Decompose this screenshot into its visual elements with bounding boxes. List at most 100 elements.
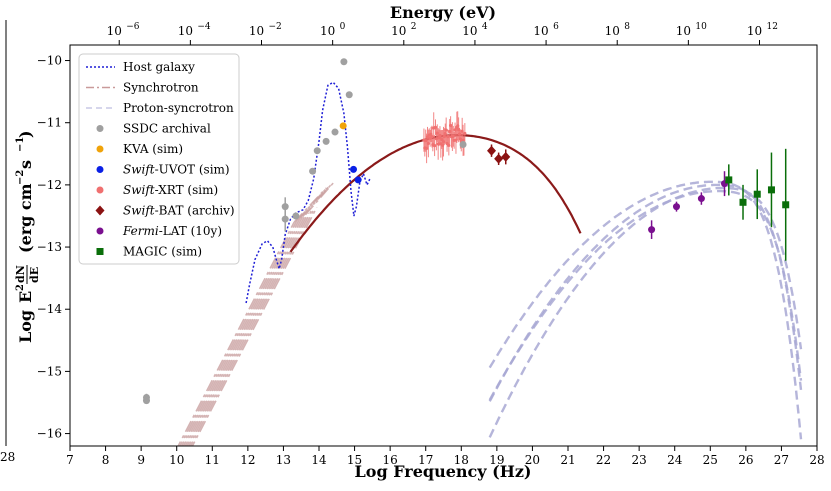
data-point bbox=[339, 122, 347, 130]
data-point bbox=[313, 147, 321, 155]
legend-label: KVA (sim) bbox=[123, 142, 183, 156]
data-point bbox=[292, 212, 300, 220]
data-point bbox=[142, 397, 150, 405]
legend-marker-swatch bbox=[96, 145, 104, 153]
data-point bbox=[782, 201, 790, 209]
synchrotron-curve bbox=[304, 182, 334, 216]
legend-label: Host galaxy bbox=[123, 60, 195, 74]
legend-label: Swift-BAT (archiv) bbox=[123, 204, 235, 218]
legend-label: Swift-UVOT (sim) bbox=[123, 163, 230, 177]
x-tick-label: 26 bbox=[738, 453, 753, 467]
top-tick-label: 10 bbox=[462, 24, 477, 38]
synchrotron-main-curve bbox=[289, 133, 582, 253]
x-tick-label: 15 bbox=[347, 453, 362, 467]
top-tick-exponent: 12 bbox=[767, 22, 778, 32]
data-point bbox=[340, 58, 348, 66]
synchrotron-curve bbox=[186, 212, 310, 446]
y-axis-ticks: −16 −15 −14 −13 −12 −11 −10 bbox=[37, 54, 70, 441]
y-tick-label: −12 bbox=[37, 178, 62, 192]
legend-label: Synchrotron bbox=[123, 81, 199, 95]
xrt-point bbox=[425, 146, 429, 150]
data-point bbox=[753, 190, 761, 198]
synchrotron-curve bbox=[177, 221, 295, 446]
data-point bbox=[350, 165, 358, 173]
x-tick-label: 28 bbox=[809, 453, 824, 467]
top-tick-label: 10 bbox=[676, 24, 691, 38]
svg-text:): ) bbox=[16, 130, 35, 138]
legend-marker-swatch bbox=[96, 125, 104, 132]
synchrotron-curve bbox=[180, 218, 301, 446]
y-tick-label: −11 bbox=[37, 116, 62, 130]
y-tick-label: −13 bbox=[37, 240, 62, 254]
legend: Host galaxy Synchrotron Proton-syncrotron S… bbox=[78, 53, 240, 265]
y-axis-title: Log E 2 dN dE (erg cm −2 s −1 ) bbox=[14, 130, 41, 343]
data-point bbox=[331, 128, 339, 136]
top-tick-exponent: 0 bbox=[340, 22, 346, 32]
top-tick-label: 10 bbox=[320, 24, 335, 38]
y-tick-label: −14 bbox=[37, 302, 63, 316]
svg-text:E: E bbox=[16, 291, 35, 303]
data-point bbox=[459, 140, 467, 148]
xrt-point bbox=[433, 144, 437, 148]
x-tick-label: 17 bbox=[418, 453, 433, 467]
x-tick-label: 20 bbox=[525, 453, 540, 467]
legend-marker-swatch bbox=[96, 248, 104, 255]
top-tick-exponent: 6 bbox=[553, 22, 559, 32]
top-tick-label: 10 bbox=[249, 24, 264, 38]
x-tick-label: 19 bbox=[489, 453, 504, 467]
legend-marker-swatch bbox=[96, 166, 104, 173]
adjacent-panel-tick: 28 bbox=[0, 450, 15, 464]
model-curves bbox=[177, 81, 803, 446]
x-tick-label: 16 bbox=[383, 453, 398, 467]
data-points bbox=[142, 58, 790, 405]
xrt-point bbox=[447, 143, 451, 147]
x-tick-label: 9 bbox=[137, 453, 145, 467]
top-tick-exponent: 4 bbox=[482, 22, 488, 32]
top-tick-label: 10 bbox=[533, 24, 548, 38]
x-tick-label: 25 bbox=[703, 453, 718, 467]
data-point bbox=[697, 195, 705, 203]
y-tick-label: −10 bbox=[37, 54, 62, 68]
x-tick-label: 13 bbox=[276, 453, 291, 467]
legend-label: Swift-XRT (sim) bbox=[123, 183, 218, 197]
legend-label: Fermi-LAT (10y) bbox=[122, 224, 222, 238]
top-tick-label: 10 bbox=[107, 24, 122, 38]
top-tick-exponent: −6 bbox=[126, 22, 140, 32]
legend-label: Proton-syncrotron bbox=[123, 101, 234, 115]
legend-label: MAGIC (sim) bbox=[123, 245, 202, 259]
legend-marker-swatch bbox=[96, 227, 104, 235]
top-tick-exponent: 10 bbox=[695, 22, 707, 32]
data-point bbox=[725, 176, 733, 184]
proton-synchrotron-curve bbox=[488, 180, 803, 440]
proton-synchrotron-curve bbox=[488, 183, 803, 402]
x-tick-label: 18 bbox=[454, 453, 469, 467]
x-tick-label: 8 bbox=[102, 453, 110, 467]
x-tick-label: 23 bbox=[632, 453, 647, 467]
data-point bbox=[487, 145, 497, 156]
y-tick-label: −15 bbox=[37, 364, 62, 378]
top-tick-label: 10 bbox=[605, 24, 620, 38]
legend-marker-swatch bbox=[95, 205, 105, 216]
svg-text:Log: Log bbox=[16, 310, 35, 343]
x-axis-ticks: 7 8 9 10 11 12 13 14 15 16 17 18 19 20 21 22 23 24 25 26 27 2… bbox=[66, 446, 825, 467]
x-tick-label: 24 bbox=[667, 453, 683, 467]
top-tick-exponent: −4 bbox=[197, 22, 211, 32]
x-tick-label: 22 bbox=[596, 453, 611, 467]
x-tick-label: 27 bbox=[774, 453, 789, 467]
svg-text:dE: dE bbox=[28, 267, 41, 283]
x-tick-label: 11 bbox=[205, 453, 220, 467]
legend-label: SSDC archival bbox=[123, 122, 211, 136]
data-point bbox=[648, 226, 656, 234]
svg-text:−1: −1 bbox=[15, 137, 26, 152]
svg-text:−2: −2 bbox=[15, 170, 26, 185]
top-tick-exponent: 2 bbox=[411, 22, 417, 32]
x-axis-title: Log Frequency (Hz) bbox=[355, 462, 532, 481]
svg-text:s: s bbox=[16, 160, 35, 169]
x-tick-label: 10 bbox=[169, 453, 184, 467]
top-axis-ticks: 10 −6 10 −4 10 −2 10 0 10 2 10 4 10 6 10 8 10 10 10 12 bbox=[107, 22, 778, 45]
top-tick-label: 10 bbox=[178, 24, 193, 38]
synchrotron-curve bbox=[191, 206, 318, 446]
host-galaxy-curve bbox=[245, 81, 372, 304]
svg-text:2: 2 bbox=[15, 284, 26, 291]
